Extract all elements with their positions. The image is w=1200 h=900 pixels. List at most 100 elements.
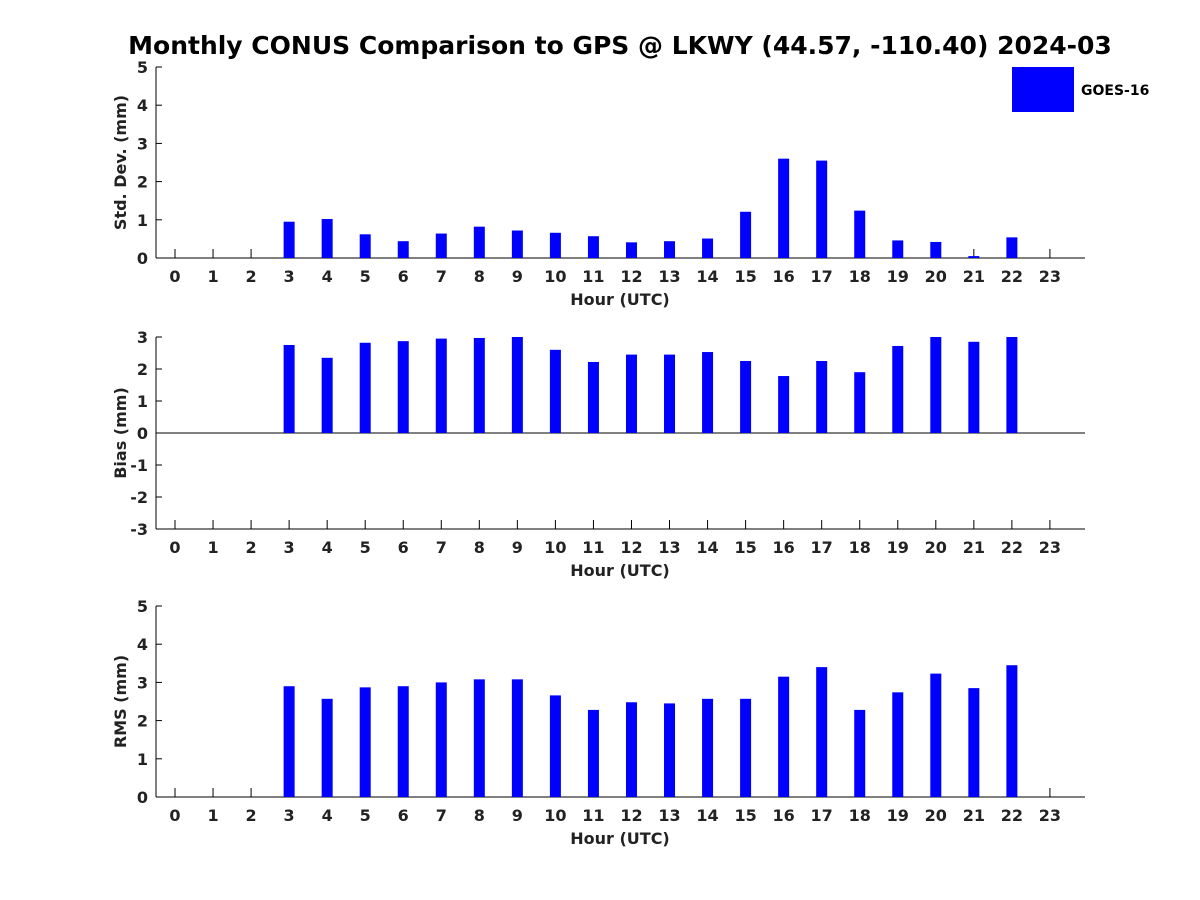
- bias-bar: [1006, 337, 1018, 433]
- std-dev-bar: [435, 233, 447, 258]
- bias-bar: [778, 376, 790, 433]
- bias-bar: [930, 337, 942, 433]
- std-dev-y-tick-label: 5: [137, 58, 148, 77]
- std-dev-bar: [397, 241, 409, 258]
- rms-x-tick-label: 20: [925, 806, 947, 825]
- bias-x-tick-label: 3: [284, 538, 295, 557]
- rms-x-tick-label: 17: [811, 806, 833, 825]
- bias-x-tick-label: 5: [360, 538, 371, 557]
- std-dev-x-tick-label: 5: [360, 267, 371, 286]
- rms-bar: [816, 667, 828, 797]
- std-dev-y-tick-label: 4: [137, 96, 148, 115]
- bias-x-tick-label: 17: [811, 538, 833, 557]
- bias-bar: [816, 361, 828, 433]
- rms-x-tick-label: 12: [620, 806, 642, 825]
- rms-bar: [625, 702, 637, 797]
- rms-x-tick-label: 8: [474, 806, 485, 825]
- std-dev-x-tick-label: 10: [544, 267, 566, 286]
- chart-title: Monthly CONUS Comparison to GPS @ LKWY (…: [128, 31, 1112, 60]
- legend-label: GOES-16: [1081, 83, 1149, 99]
- bias-bar: [511, 337, 523, 433]
- rms-bar: [892, 692, 904, 797]
- bias-y-tick-label: 3: [137, 328, 148, 347]
- rms-bar: [359, 687, 371, 797]
- std-dev-bar: [283, 221, 295, 258]
- rms-bar: [664, 703, 676, 797]
- bias-bar: [359, 342, 371, 433]
- bias-x-tick-label: 7: [436, 538, 447, 557]
- std-dev-y-tick-label: 0: [137, 249, 148, 268]
- rms-y-tick-label: 2: [137, 712, 148, 731]
- std-dev-x-tick-label: 14: [696, 267, 718, 286]
- bias-bar: [892, 345, 904, 433]
- rms-x-tick-label: 5: [360, 806, 371, 825]
- bias-y-tick-label: 1: [137, 392, 148, 411]
- std-dev-x-tick-label: 20: [925, 267, 947, 286]
- rms-bar: [549, 695, 561, 797]
- bias-bar: [664, 354, 676, 433]
- rms-y-tick-label: 1: [137, 750, 148, 769]
- bias-x-tick-label: 0: [169, 538, 180, 557]
- rms-x-tick-label: 1: [207, 806, 218, 825]
- bias-bar: [740, 361, 752, 433]
- bias-bar: [702, 352, 714, 433]
- std-dev-bar: [854, 210, 866, 258]
- std-dev-x-tick-label: 2: [246, 267, 257, 286]
- std-dev-x-tick-label: 6: [398, 267, 409, 286]
- std-dev-bar: [702, 238, 714, 258]
- std-dev-bar: [321, 219, 333, 258]
- rms-y-tick-label: 5: [137, 597, 148, 616]
- rms-y-tick-label: 3: [137, 673, 148, 692]
- std-dev-x-tick-label: 3: [284, 267, 295, 286]
- rms-x-tick-label: 3: [284, 806, 295, 825]
- rms-x-tick-label: 6: [398, 806, 409, 825]
- bias-bar: [283, 345, 295, 433]
- std-dev-y-tick-label: 3: [137, 134, 148, 153]
- bias-x-tick-label: 9: [512, 538, 523, 557]
- std-dev-bar: [511, 230, 523, 258]
- std-dev-y-label: Std. Dev. (mm): [111, 95, 130, 230]
- bias-x-tick-label: 2: [246, 538, 257, 557]
- std-dev-bar: [664, 241, 676, 258]
- bias-bar: [397, 341, 409, 433]
- legend-swatch: [1012, 67, 1074, 112]
- rms-x-tick-label: 15: [734, 806, 756, 825]
- bias-y-tick-label: 0: [137, 424, 148, 443]
- rms-x-tick-label: 11: [582, 806, 604, 825]
- rms-x-tick-label: 4: [322, 806, 333, 825]
- rms-x-tick-label: 21: [963, 806, 985, 825]
- bias-x-tick-label: 11: [582, 538, 604, 557]
- bias-x-tick-label: 14: [696, 538, 718, 557]
- std-dev-x-tick-label: 17: [811, 267, 833, 286]
- std-dev-x-tick-label: 9: [512, 267, 523, 286]
- std-dev-x-tick-label: 21: [963, 267, 985, 286]
- std-dev-y-tick-label: 1: [137, 211, 148, 230]
- rms-bar: [854, 709, 866, 797]
- std-dev-x-tick-label: 19: [887, 267, 909, 286]
- std-dev-x-tick-label: 11: [582, 267, 604, 286]
- rms-x-tick-label: 22: [1001, 806, 1023, 825]
- bias-x-tick-label: 16: [773, 538, 795, 557]
- rms-x-tick-label: 14: [696, 806, 718, 825]
- std-dev-x-tick-label: 16: [773, 267, 795, 286]
- rms-bar: [1006, 665, 1018, 797]
- bias-x-tick-label: 21: [963, 538, 985, 557]
- std-dev-bar: [549, 232, 561, 258]
- legend: GOES-16: [1012, 67, 1149, 112]
- bias-bar: [321, 357, 333, 433]
- std-dev-bar: [740, 211, 752, 258]
- rms-y-tick-label: 4: [137, 635, 148, 654]
- bias-bar: [473, 337, 485, 433]
- rms-y-tick-label: 0: [137, 788, 148, 807]
- std-dev-bar: [816, 160, 828, 258]
- std-dev-x-tick-label: 12: [620, 267, 642, 286]
- std-dev-x-tick-label: 22: [1001, 267, 1023, 286]
- std-dev-x-tick-label: 8: [474, 267, 485, 286]
- bias-x-tick-label: 1: [207, 538, 218, 557]
- std-dev-bar: [930, 241, 942, 258]
- std-dev-bar: [778, 158, 790, 258]
